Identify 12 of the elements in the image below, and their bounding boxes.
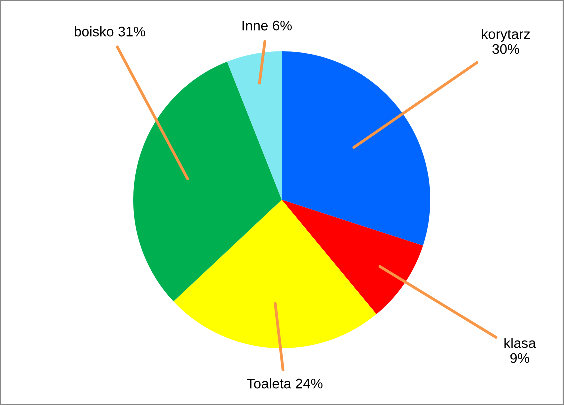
data-label: 9% xyxy=(510,353,530,364)
slice-label: boisko 31% xyxy=(74,26,146,37)
pie-slice xyxy=(282,51,431,246)
slice-label: Toaleta 24% xyxy=(247,378,323,389)
slice-label: klasa xyxy=(504,338,536,348)
pie-slice xyxy=(227,51,282,200)
slice-label: korytarz xyxy=(482,29,530,42)
pie-slice xyxy=(282,200,424,314)
pie-slice xyxy=(174,200,377,349)
slice-label: Inne 6% xyxy=(242,20,292,31)
data-label: 30% xyxy=(492,44,520,54)
pie-slice xyxy=(134,62,282,302)
